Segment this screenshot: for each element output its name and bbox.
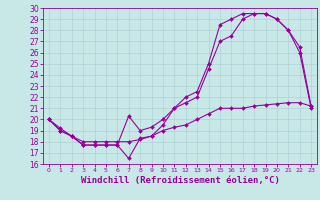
X-axis label: Windchill (Refroidissement éolien,°C): Windchill (Refroidissement éolien,°C) [81, 176, 279, 185]
